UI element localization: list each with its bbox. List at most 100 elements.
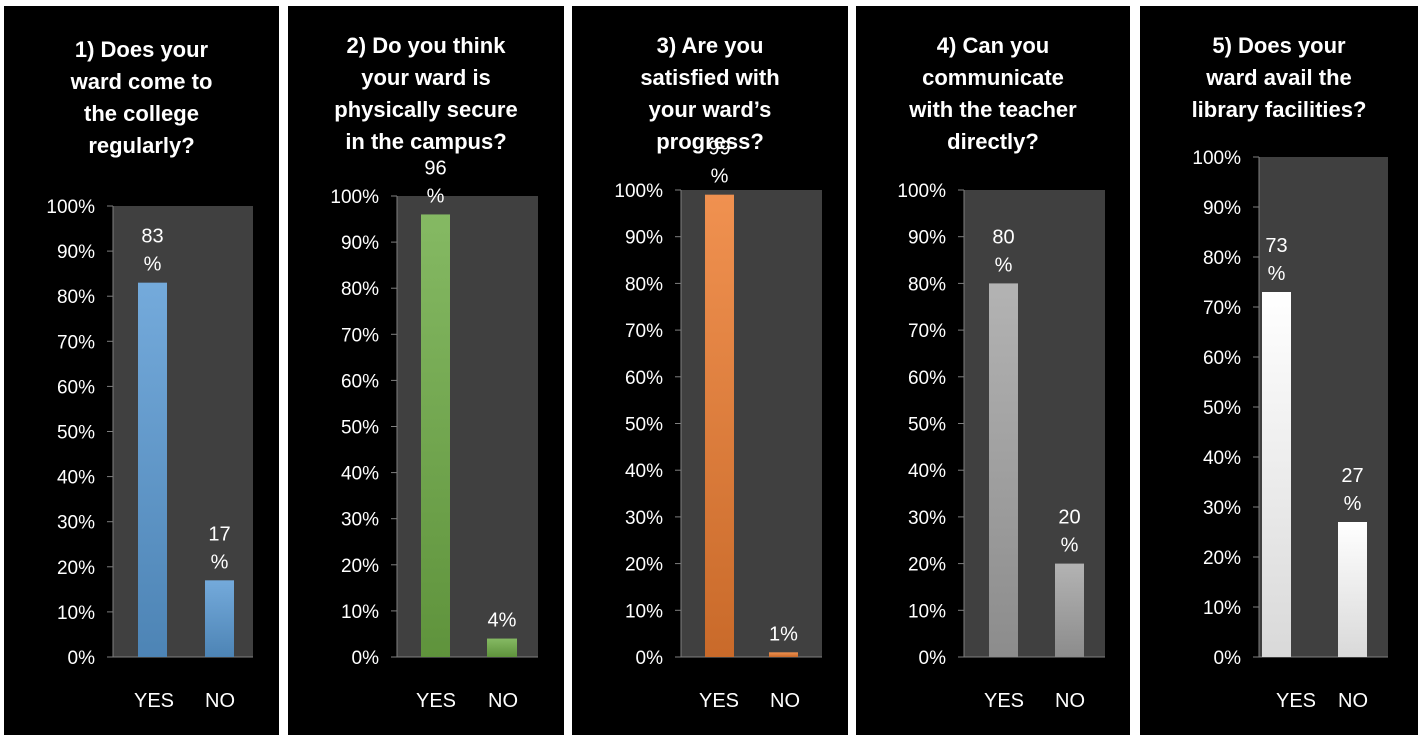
data-label: %: [1344, 493, 1362, 515]
y-tick-label: 60%: [1203, 348, 1241, 369]
x-tick-label: YES: [416, 690, 456, 712]
y-tick-label: 60%: [908, 368, 946, 389]
plot-area: [681, 190, 822, 657]
x-tick-label: NO: [205, 690, 235, 712]
y-tick-label: 60%: [625, 368, 663, 389]
y-tick-label: 90%: [341, 233, 379, 254]
chart-title-line: directly?: [947, 129, 1039, 154]
chart-title-line: ward avail the: [1205, 65, 1352, 90]
y-tick-label: 70%: [625, 321, 663, 342]
y-tick-label: 70%: [1203, 298, 1241, 319]
data-label: %: [427, 185, 445, 207]
chart-title-line: 1) Does your: [75, 37, 209, 62]
y-tick-label: 0%: [919, 648, 947, 669]
data-label: 20: [1058, 507, 1080, 529]
data-label: 73: [1265, 235, 1287, 257]
data-label: %: [1061, 535, 1079, 557]
chart-title-line: communicate: [922, 65, 1064, 90]
chart-title-line: 4) Can you: [937, 33, 1049, 58]
bar-yes: [705, 194, 734, 658]
y-tick-label: 20%: [625, 555, 663, 576]
bar-no: [1338, 522, 1367, 657]
y-tick-label: 10%: [625, 601, 663, 622]
y-tick-label: 50%: [908, 415, 946, 436]
chart-title-line: physically secure: [334, 97, 517, 122]
bar-yes: [138, 282, 167, 657]
x-tick-label: YES: [984, 690, 1024, 712]
bar-no: [1055, 563, 1084, 657]
chart-title-line: the college: [84, 101, 199, 126]
data-label: %: [211, 551, 229, 573]
y-tick-label: 40%: [625, 461, 663, 482]
data-label: %: [995, 254, 1013, 276]
y-tick-label: 10%: [1203, 598, 1241, 619]
data-label: 27: [1341, 465, 1363, 487]
chart-title: 3) Are you satisfied with your ward’s progr…: [640, 33, 779, 154]
y-tick-label: 30%: [625, 508, 663, 529]
x-tick-label: YES: [699, 690, 739, 712]
chart-panel-2: 2) Do you think your ward is physically se…: [288, 6, 564, 735]
y-tick-label: 80%: [1203, 248, 1241, 269]
y-tick-label: 100%: [614, 181, 663, 202]
x-tick-label: YES: [1276, 690, 1316, 712]
data-label: 80: [992, 226, 1014, 248]
chart-title-line: 3) Are you: [657, 33, 764, 58]
y-tick-label: 30%: [57, 513, 95, 534]
chart-title-line: your ward is: [361, 65, 491, 90]
y-tick-label: 60%: [57, 377, 95, 398]
y-tick-label: 50%: [625, 415, 663, 436]
data-label: 4%: [488, 610, 517, 632]
y-tick-label: 30%: [908, 508, 946, 529]
y-tick-label: 80%: [908, 274, 946, 295]
y-tick-label: 0%: [352, 648, 380, 669]
y-tick-label: 50%: [1203, 398, 1241, 419]
y-tick-label: 90%: [1203, 198, 1241, 219]
y-tick-label: 0%: [68, 648, 96, 669]
data-label: 83: [141, 226, 163, 248]
chart-title-line: with the teacher: [908, 97, 1077, 122]
data-label: 99: [708, 138, 730, 160]
bar-yes: [989, 283, 1018, 657]
y-tick-label: 80%: [625, 274, 663, 295]
y-tick-label: 30%: [341, 510, 379, 531]
y-tick-label: 10%: [908, 601, 946, 622]
y-tick-label: 70%: [341, 325, 379, 346]
bar-yes: [1262, 292, 1291, 657]
y-tick-label: 40%: [1203, 448, 1241, 469]
y-tick-label: 40%: [341, 464, 379, 485]
x-tick-label: NO: [488, 690, 518, 712]
x-tick-label: NO: [770, 690, 800, 712]
bar-no: [487, 638, 517, 657]
x-tick-label: YES: [134, 690, 174, 712]
data-label: 17: [208, 523, 230, 545]
data-label: 96: [424, 157, 446, 179]
chart-title: 1) Does your ward come to the college regul…: [70, 37, 213, 158]
chart-title-line: satisfied with: [640, 65, 779, 90]
y-tick-label: 10%: [341, 602, 379, 623]
y-tick-label: 20%: [57, 558, 95, 579]
y-tick-label: 100%: [897, 181, 946, 202]
y-tick-label: 0%: [636, 648, 664, 669]
y-tick-label: 100%: [46, 197, 95, 218]
chart-panel-1: 1) Does your ward come to the college regul…: [4, 6, 279, 735]
chart-title: 2) Do you think your ward is physically se…: [334, 33, 517, 154]
bar-no: [205, 580, 234, 657]
chart-title-line: ward come to: [70, 69, 213, 94]
chart-title-line: your ward’s: [649, 97, 772, 122]
chart-title-line: library facilities?: [1192, 97, 1367, 122]
y-tick-label: 90%: [57, 242, 95, 263]
y-tick-label: 90%: [908, 228, 946, 249]
y-tick-label: 80%: [341, 279, 379, 300]
chart-title-line: progress?: [656, 129, 764, 154]
y-tick-label: 30%: [1203, 498, 1241, 519]
chart-panel-3: 3) Are you satisfied with your ward’s progr…: [572, 6, 848, 735]
y-tick-label: 70%: [57, 332, 95, 353]
chart-title-line: in the campus?: [345, 129, 506, 154]
bar-yes: [421, 214, 450, 657]
chart-panel-4: 4) Can you communicate with the teacher dir…: [856, 6, 1130, 735]
y-tick-label: 90%: [625, 228, 663, 249]
y-tick-label: 20%: [1203, 548, 1241, 569]
y-tick-label: 20%: [341, 556, 379, 577]
y-tick-label: 100%: [330, 187, 379, 208]
